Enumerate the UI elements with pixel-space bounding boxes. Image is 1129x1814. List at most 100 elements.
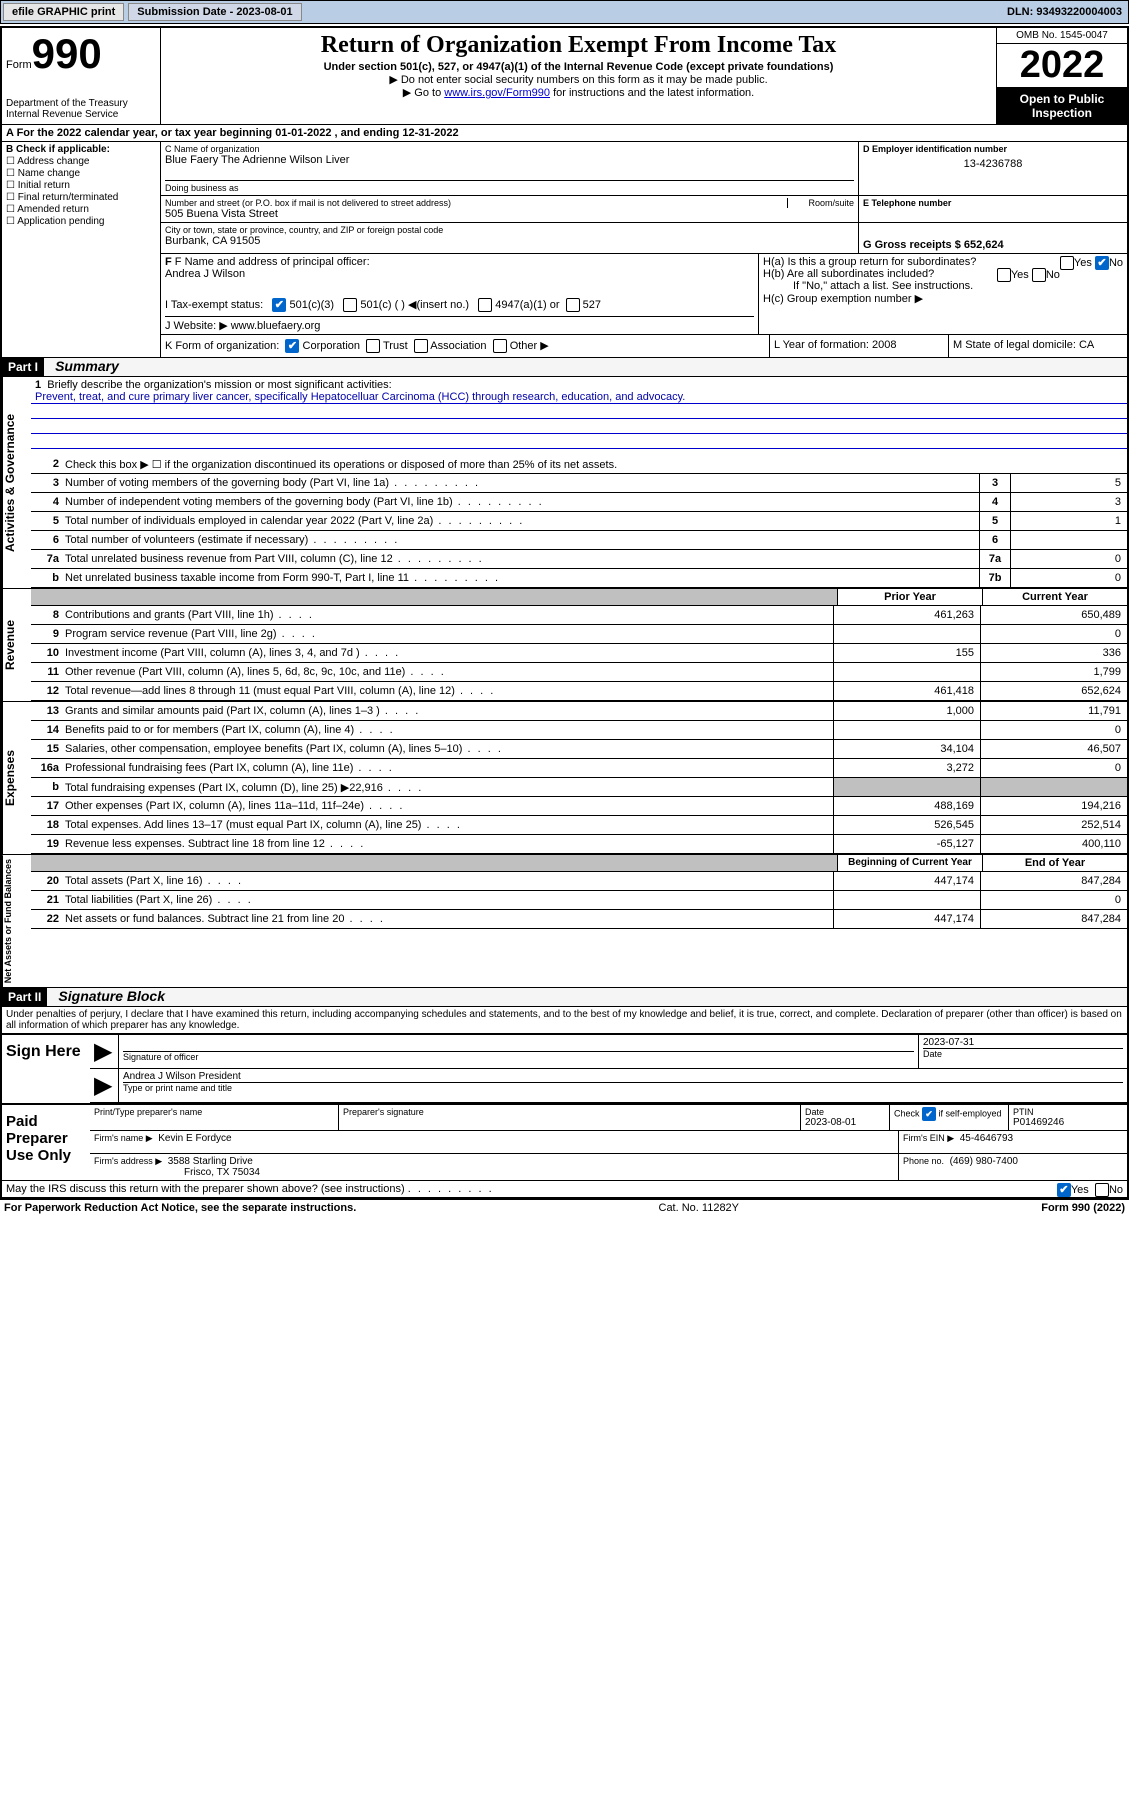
prior-year-header: Prior Year bbox=[837, 589, 982, 605]
col-b-checkboxes: B Check if applicable: ☐ Address change … bbox=[2, 142, 161, 357]
summary-line: 9Program service revenue (Part VIII, lin… bbox=[31, 625, 1127, 644]
form-number: Form990 bbox=[6, 30, 156, 78]
summary-line: 14Benefits paid to or for members (Part … bbox=[31, 721, 1127, 740]
officer-name: Andrea J Wilson bbox=[165, 268, 754, 280]
address-label: Number and street (or P.O. box if mail i… bbox=[165, 198, 854, 208]
city: Burbank, CA 91505 bbox=[165, 235, 854, 247]
summary-line: 15Salaries, other compensation, employee… bbox=[31, 740, 1127, 759]
summary-line: 6Total number of volunteers (estimate if… bbox=[31, 531, 1127, 550]
open-inspection: Open to Public Inspection bbox=[997, 88, 1127, 124]
paid-preparer-label: Paid Preparer Use Only bbox=[2, 1105, 90, 1180]
penalty-statement: Under penalties of perjury, I declare th… bbox=[2, 1007, 1127, 1034]
part1-title: Summary bbox=[47, 358, 119, 374]
firm-phone: (469) 980-7400 bbox=[950, 1156, 1018, 1167]
part1-header: Part I bbox=[2, 358, 44, 376]
summary-line: 17Other expenses (Part IX, column (A), l… bbox=[31, 797, 1127, 816]
summary-line: bNet unrelated business taxable income f… bbox=[31, 569, 1127, 588]
hc-exemption: H(c) Group exemption number ▶ bbox=[763, 292, 1123, 305]
mission-text: Prevent, treat, and cure primary liver c… bbox=[31, 391, 1127, 404]
form-subtitle-2: ▶ Do not enter social security numbers o… bbox=[165, 73, 992, 86]
row-k-label: K Form of organization: bbox=[165, 340, 279, 352]
irs-label: Internal Revenue Service bbox=[6, 109, 156, 120]
ptin-label: PTIN bbox=[1013, 1107, 1123, 1117]
website-label: J Website: ▶ bbox=[165, 320, 231, 332]
form-footer: Form 990 (2022) bbox=[1041, 1202, 1125, 1214]
summary-line: 21Total liabilities (Part X, line 26)0 bbox=[31, 891, 1127, 910]
phone-label: E Telephone number bbox=[863, 198, 1123, 208]
ein-label: D Employer identification number bbox=[863, 144, 1123, 154]
may-irs-discuss: May the IRS discuss this return with the… bbox=[6, 1183, 405, 1195]
state-domicile: M State of legal domicile: CA bbox=[948, 335, 1127, 357]
tax-year: 2022 bbox=[997, 44, 1127, 88]
part2-title: Signature Block bbox=[50, 988, 165, 1004]
ein-value: 13-4236788 bbox=[863, 158, 1123, 170]
dept-treasury: Department of the Treasury bbox=[6, 98, 156, 109]
summary-line: 5Total number of individuals employed in… bbox=[31, 512, 1127, 531]
summary-line: 3Number of voting members of the governi… bbox=[31, 474, 1127, 493]
sig-date-label: Date bbox=[923, 1048, 1123, 1059]
summary-line: 20Total assets (Part X, line 16)447,1748… bbox=[31, 872, 1127, 891]
officer-label: F F Name and address of principal office… bbox=[165, 256, 754, 268]
sig-officer-label: Signature of officer bbox=[123, 1051, 914, 1062]
form-subtitle-3: ▶ Go to www.irs.gov/Form990 for instruct… bbox=[165, 86, 992, 99]
submission-date-label: Submission Date - 2023-08-01 bbox=[128, 3, 301, 21]
end-year-header: End of Year bbox=[982, 855, 1127, 871]
dln-label: DLN: 93493220004003 bbox=[1007, 6, 1128, 18]
type-name-label: Type or print name and title bbox=[123, 1082, 1123, 1093]
ptin: P01469246 bbox=[1013, 1117, 1123, 1128]
arrow-icon: ▶ bbox=[90, 1035, 119, 1068]
sign-here-label: Sign Here bbox=[2, 1035, 90, 1103]
org-name: Blue Faery The Adrienne Wilson Liver bbox=[165, 154, 854, 166]
firm-name: Kevin E Fordyce bbox=[158, 1133, 231, 1144]
preparer-sig-label: Preparer's signature bbox=[343, 1107, 796, 1117]
summary-line: 2Check this box ▶ ☐ if the organization … bbox=[31, 455, 1127, 474]
form-subtitle-1: Under section 501(c), 527, or 4947(a)(1)… bbox=[165, 61, 992, 73]
row-i-label: I Tax-exempt status: bbox=[165, 299, 263, 311]
summary-line: 18Total expenses. Add lines 13–17 (must … bbox=[31, 816, 1127, 835]
arrow-icon: ▶ bbox=[90, 1069, 119, 1102]
efile-print-button[interactable]: efile GRAPHIC print bbox=[3, 3, 124, 21]
form-title: Return of Organization Exempt From Incom… bbox=[165, 32, 992, 59]
side-expenses: Expenses bbox=[2, 702, 31, 854]
summary-line: 10Investment income (Part VIII, column (… bbox=[31, 644, 1127, 663]
side-governance: Activities & Governance bbox=[2, 377, 31, 588]
preparer-date-label: Date bbox=[805, 1107, 885, 1117]
preparer-name-label: Print/Type preparer's name bbox=[94, 1107, 334, 1117]
501c3-check: ✔ bbox=[272, 298, 286, 312]
website-link[interactable]: www.bluefaery.org bbox=[231, 320, 321, 332]
sig-date: 2023-07-31 bbox=[923, 1037, 1123, 1048]
omb-number: OMB No. 1545-0047 bbox=[997, 28, 1127, 44]
row-a-tax-year: A For the 2022 calendar year, or tax yea… bbox=[2, 125, 1127, 142]
firm-address: 3588 Starling Drive bbox=[168, 1156, 253, 1167]
beginning-year-header: Beginning of Current Year bbox=[837, 855, 982, 871]
preparer-date: 2023-08-01 bbox=[805, 1117, 885, 1128]
summary-line: bTotal fundraising expenses (Part IX, co… bbox=[31, 778, 1127, 797]
irs-link[interactable]: www.irs.gov/Form990 bbox=[444, 87, 550, 99]
summary-line: 19Revenue less expenses. Subtract line 1… bbox=[31, 835, 1127, 854]
summary-line: 16aProfessional fundraising fees (Part I… bbox=[31, 759, 1127, 778]
mission-label: Briefly describe the organization's miss… bbox=[47, 379, 391, 391]
summary-line: 12Total revenue—add lines 8 through 11 (… bbox=[31, 682, 1127, 701]
cat-no: Cat. No. 11282Y bbox=[356, 1202, 1041, 1214]
summary-line: 7aTotal unrelated business revenue from … bbox=[31, 550, 1127, 569]
org-name-label: C Name of organization bbox=[165, 144, 854, 154]
side-net-assets: Net Assets or Fund Balances bbox=[2, 855, 31, 987]
city-label: City or town, state or province, country… bbox=[165, 225, 854, 235]
address: 505 Buena Vista Street bbox=[165, 208, 854, 220]
officer-name-title: Andrea J Wilson President bbox=[123, 1071, 1123, 1082]
dba-label: Doing business as bbox=[165, 180, 854, 193]
gross-receipts: G Gross receipts $ 652,624 bbox=[863, 239, 1123, 251]
hb-note: If "No," attach a list. See instructions… bbox=[763, 280, 1123, 292]
year-formation: L Year of formation: 2008 bbox=[769, 335, 948, 357]
ha-group-return: H(a) Is this a group return for subordin… bbox=[763, 256, 1123, 268]
self-employed-check: Check ✔ if self-employed bbox=[894, 1107, 1004, 1121]
summary-line: 8Contributions and grants (Part VIII, li… bbox=[31, 606, 1127, 625]
paperwork-notice: For Paperwork Reduction Act Notice, see … bbox=[4, 1202, 356, 1214]
side-revenue: Revenue bbox=[2, 589, 31, 701]
current-year-header: Current Year bbox=[982, 589, 1127, 605]
summary-line: 22Net assets or fund balances. Subtract … bbox=[31, 910, 1127, 929]
part2-header: Part II bbox=[2, 988, 47, 1006]
summary-line: 13Grants and similar amounts paid (Part … bbox=[31, 702, 1127, 721]
summary-line: 4Number of independent voting members of… bbox=[31, 493, 1127, 512]
firm-ein: 45-4646793 bbox=[960, 1133, 1013, 1144]
